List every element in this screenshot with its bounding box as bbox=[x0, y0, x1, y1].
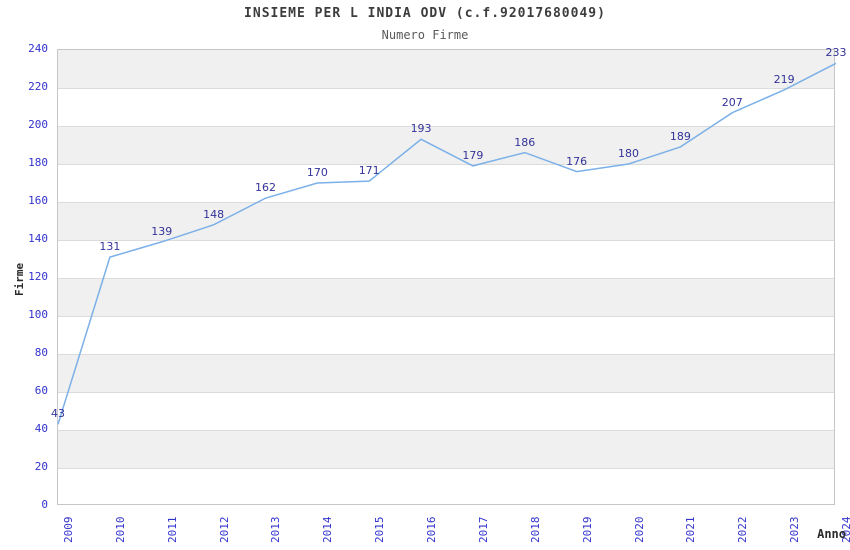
x-tick-label: 2013 bbox=[269, 516, 283, 544]
plot-band bbox=[58, 50, 834, 88]
x-tick-label: 2011 bbox=[165, 516, 179, 544]
gridline bbox=[58, 126, 834, 127]
series-line-svg bbox=[57, 62, 837, 425]
series-line bbox=[57, 62, 837, 425]
y-tick-label: 220 bbox=[28, 80, 48, 93]
plot-band bbox=[58, 126, 834, 164]
y-tick-label: 20 bbox=[34, 460, 48, 473]
point-label: 179 bbox=[462, 148, 484, 162]
y-tick-label: 240 bbox=[28, 42, 48, 55]
y-axis-label: Firme bbox=[13, 262, 26, 296]
y-tick-label: 200 bbox=[28, 118, 48, 131]
gridline bbox=[58, 316, 834, 317]
y-tick-label: 100 bbox=[28, 308, 48, 321]
gridline bbox=[58, 164, 834, 165]
plot-band bbox=[58, 430, 834, 468]
point-label: 189 bbox=[669, 129, 691, 143]
point-label: 43 bbox=[51, 407, 65, 421]
y-tick-label: 120 bbox=[28, 270, 48, 283]
plot-area: 43 131 139 148 162 170 171 193 179 186 176 180 189 20… bbox=[51, 46, 847, 505]
point-label: 171 bbox=[358, 164, 380, 178]
x-tick-label: 2020 bbox=[632, 516, 646, 544]
x-tick-label: 2010 bbox=[113, 516, 127, 544]
gridline bbox=[58, 202, 834, 203]
gridline bbox=[58, 278, 834, 279]
x-tick-label: 2022 bbox=[736, 516, 750, 544]
y-tick-label: 60 bbox=[34, 384, 48, 397]
x-tick-label: 2019 bbox=[580, 516, 594, 544]
y-tick-label: 40 bbox=[34, 422, 48, 435]
point-label: 176 bbox=[566, 154, 588, 168]
point-label: 193 bbox=[410, 122, 432, 136]
chart-subtitle: Numero Firme bbox=[381, 28, 469, 42]
y-tick-label: 0 bbox=[41, 498, 48, 511]
point-label: 186 bbox=[514, 135, 536, 149]
x-tick-label: 2012 bbox=[217, 516, 231, 544]
y-tick-label: 160 bbox=[28, 194, 48, 207]
point-label: 233 bbox=[825, 46, 847, 60]
gridline bbox=[58, 392, 834, 393]
x-tick-label: 2015 bbox=[373, 516, 387, 544]
point-label: 139 bbox=[151, 224, 173, 238]
gridline bbox=[58, 468, 834, 469]
gridline bbox=[58, 430, 834, 431]
point-label: 131 bbox=[99, 240, 121, 254]
point-label: 148 bbox=[203, 207, 225, 221]
y-tick-label: 80 bbox=[34, 346, 48, 359]
y-tick-label: 140 bbox=[28, 232, 48, 245]
point-label: 162 bbox=[254, 181, 276, 195]
point-label: 219 bbox=[773, 72, 795, 86]
x-tick-label: 2014 bbox=[321, 516, 335, 544]
point-label: 207 bbox=[721, 95, 743, 109]
plot-band bbox=[58, 278, 834, 316]
x-tick-label: 2009 bbox=[62, 516, 75, 544]
x-tick-label: 2018 bbox=[528, 516, 542, 544]
point-label: 180 bbox=[618, 147, 640, 160]
gridline bbox=[58, 88, 834, 89]
plot-band bbox=[58, 354, 834, 392]
x-tick-label: 2023 bbox=[788, 516, 802, 544]
x-tick-label: 2017 bbox=[476, 516, 490, 544]
x-tick-label: 2016 bbox=[425, 516, 439, 544]
x-tick-label: 2021 bbox=[684, 516, 698, 544]
x-axis-label: Anno bbox=[817, 527, 846, 541]
point-label: 170 bbox=[306, 166, 328, 179]
gridline bbox=[58, 354, 834, 355]
chart-title: INSIEME PER L INDIA ODV (c.f.92017680049… bbox=[244, 6, 606, 21]
gridline bbox=[58, 240, 834, 241]
y-tick-label: 180 bbox=[28, 156, 48, 169]
